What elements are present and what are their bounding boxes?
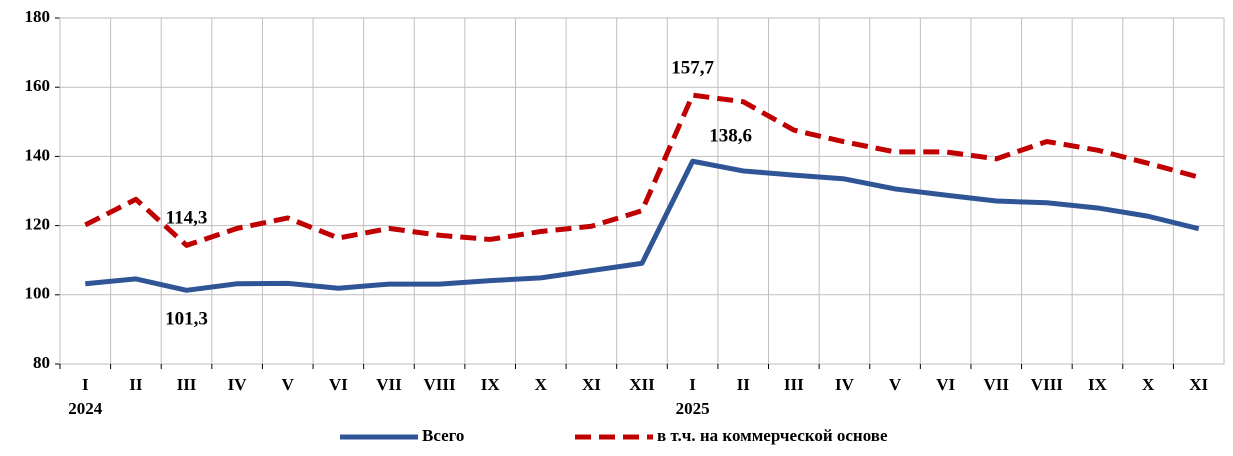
- x-tick-label: XI: [582, 375, 601, 394]
- x-tick-label: VIII: [424, 375, 457, 394]
- y-tick-label: 120: [25, 215, 51, 234]
- x-tick-label: VIII: [1031, 375, 1064, 394]
- data-label: 101,3: [165, 309, 208, 330]
- x-tick-label: VII: [984, 375, 1010, 394]
- y-tick-label: 140: [25, 145, 51, 164]
- year-label: 2024: [68, 399, 103, 418]
- x-tick-label: X: [535, 375, 548, 394]
- y-tick-label: 80: [33, 353, 50, 372]
- data-label: 138,6: [709, 126, 752, 147]
- x-tick-label: VII: [376, 375, 402, 394]
- x-tick-label: VI: [936, 375, 955, 394]
- y-tick-label: 100: [25, 284, 51, 303]
- x-tick-label: I: [82, 375, 89, 394]
- plot-border: [59, 17, 1225, 365]
- x-tick-label: VI: [329, 375, 348, 394]
- legend-label: в т.ч. на коммерческой основе: [657, 426, 888, 445]
- x-tick-label: XII: [629, 375, 655, 394]
- x-tick-label: IV: [835, 375, 855, 394]
- x-tick-label: III: [784, 375, 804, 394]
- data-label: 114,3: [166, 208, 208, 229]
- x-tick-label: II: [129, 375, 143, 394]
- legend-label: Всего: [422, 426, 464, 445]
- series-line: [84, 92, 1200, 248]
- x-tick-label: V: [889, 375, 902, 394]
- data-label: 157,7: [671, 58, 714, 79]
- y-tick-label: 180: [25, 7, 51, 26]
- x-tick-label: V: [282, 375, 295, 394]
- x-tick-label: IX: [481, 375, 501, 394]
- y-tick-label: 160: [25, 76, 51, 95]
- x-tick-label: IV: [228, 375, 248, 394]
- x-tick-label: X: [1142, 375, 1155, 394]
- x-tick-label: I: [689, 375, 696, 394]
- series-line: [85, 158, 1200, 293]
- x-tick-label: II: [737, 375, 751, 394]
- year-label: 2025: [676, 399, 710, 418]
- x-tick-label: III: [177, 375, 197, 394]
- x-tick-label: XI: [1189, 375, 1208, 394]
- x-tick-label: IX: [1088, 375, 1108, 394]
